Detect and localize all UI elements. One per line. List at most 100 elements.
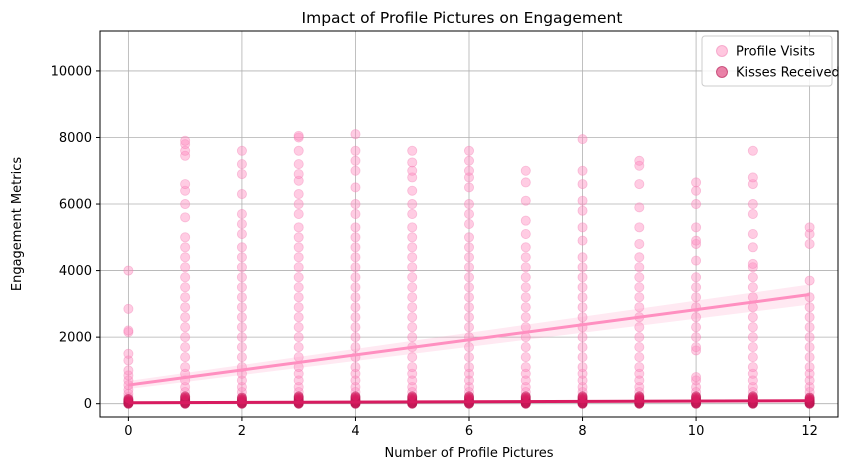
point-kisses-received bbox=[350, 391, 361, 402]
point-profile-visits bbox=[350, 182, 361, 193]
point-profile-visits bbox=[407, 252, 418, 263]
point-profile-visits bbox=[293, 272, 304, 283]
point-kisses-received bbox=[463, 391, 474, 402]
point-profile-visits bbox=[180, 322, 191, 333]
point-profile-visits bbox=[180, 382, 191, 393]
trend-line-kisses-received bbox=[128, 399, 810, 405]
point-profile-visits bbox=[520, 362, 531, 373]
point-profile-visits bbox=[804, 382, 815, 393]
scatter-points bbox=[123, 129, 815, 409]
point-profile-visits bbox=[293, 282, 304, 293]
y-tick-label: 8000 bbox=[59, 131, 92, 146]
point-profile-visits bbox=[293, 302, 304, 313]
legend-label-kisses-received: Kisses Received bbox=[736, 66, 840, 81]
point-profile-visits bbox=[747, 272, 758, 283]
point-profile-visits bbox=[293, 232, 304, 243]
point-profile-visits bbox=[747, 342, 758, 353]
point-profile-visits bbox=[634, 382, 645, 393]
point-profile-visits bbox=[180, 292, 191, 303]
point-profile-visits bbox=[180, 272, 191, 283]
point-profile-visits bbox=[691, 272, 702, 283]
point-profile-visits bbox=[350, 232, 361, 243]
point-profile-visits bbox=[634, 302, 645, 313]
point-profile-visits bbox=[463, 182, 474, 193]
point-profile-visits bbox=[747, 362, 758, 373]
point-profile-visits bbox=[407, 172, 418, 183]
point-profile-visits bbox=[293, 199, 304, 210]
point-profile-visits bbox=[293, 189, 304, 200]
point-profile-visits bbox=[180, 352, 191, 363]
point-profile-visits bbox=[747, 262, 758, 273]
legend-label-profile-visits: Profile Visits bbox=[736, 45, 815, 60]
point-profile-visits bbox=[180, 179, 191, 190]
point-profile-visits bbox=[691, 372, 702, 383]
point-profile-visits bbox=[123, 327, 134, 338]
point-profile-visits bbox=[520, 165, 531, 176]
point-profile-visits bbox=[804, 332, 815, 343]
point-profile-visits bbox=[804, 352, 815, 363]
point-profile-visits bbox=[747, 375, 758, 386]
point-profile-visits bbox=[350, 129, 361, 140]
point-kisses-received bbox=[577, 391, 588, 402]
point-profile-visits bbox=[691, 375, 702, 386]
point-profile-visits bbox=[463, 282, 474, 293]
point-profile-visits bbox=[577, 362, 588, 373]
point-profile-visits bbox=[407, 302, 418, 313]
point-profile-visits bbox=[123, 348, 134, 359]
point-profile-visits bbox=[520, 342, 531, 353]
point-profile-visits bbox=[407, 375, 418, 386]
point-profile-visits bbox=[407, 362, 418, 373]
y-tick-label: 10000 bbox=[51, 64, 92, 79]
point-profile-visits bbox=[804, 238, 815, 249]
point-profile-visits bbox=[463, 165, 474, 176]
point-profile-visits bbox=[123, 303, 134, 314]
point-profile-visits bbox=[350, 312, 361, 323]
point-profile-visits bbox=[407, 157, 418, 168]
point-profile-visits bbox=[747, 242, 758, 253]
point-profile-visits bbox=[747, 322, 758, 333]
point-profile-visits bbox=[463, 172, 474, 183]
point-profile-visits bbox=[236, 228, 247, 239]
point-profile-visits bbox=[407, 322, 418, 333]
point-profile-visits bbox=[350, 209, 361, 220]
point-profile-visits bbox=[293, 252, 304, 263]
point-profile-visits bbox=[350, 382, 361, 393]
x-tick-label: 6 bbox=[465, 424, 473, 439]
point-profile-visits bbox=[634, 375, 645, 386]
y-axis-ticks: 0 2000 4000 6000 8000 10000 bbox=[51, 64, 100, 412]
point-profile-visits bbox=[123, 384, 134, 395]
x-tick-label: 0 bbox=[124, 424, 132, 439]
point-profile-visits bbox=[634, 222, 645, 233]
point-profile-visits bbox=[407, 242, 418, 253]
point-profile-visits bbox=[691, 222, 702, 233]
point-profile-visits bbox=[463, 252, 474, 263]
y-tick-label: 2000 bbox=[59, 331, 92, 346]
point-profile-visits bbox=[577, 195, 588, 206]
point-profile-visits bbox=[236, 209, 247, 220]
x-tick-label: 10 bbox=[688, 424, 705, 439]
point-kisses-received bbox=[520, 391, 531, 402]
point-profile-visits bbox=[350, 368, 361, 379]
point-profile-visits bbox=[293, 130, 304, 141]
point-profile-visits bbox=[350, 375, 361, 386]
point-profile-visits bbox=[804, 222, 815, 233]
point-profile-visits bbox=[350, 292, 361, 303]
point-profile-visits bbox=[293, 169, 304, 180]
x-axis-label: Number of Profile Pictures bbox=[384, 446, 553, 461]
point-profile-visits bbox=[180, 312, 191, 323]
point-profile-visits bbox=[577, 272, 588, 283]
point-kisses-received bbox=[634, 391, 645, 402]
point-profile-visits bbox=[577, 205, 588, 216]
point-profile-visits bbox=[180, 262, 191, 273]
point-profile-visits bbox=[407, 222, 418, 233]
point-profile-visits bbox=[804, 362, 815, 373]
point-profile-visits bbox=[577, 235, 588, 246]
point-profile-visits bbox=[747, 179, 758, 190]
point-profile-visits bbox=[804, 322, 815, 333]
point-profile-visits bbox=[520, 242, 531, 253]
point-profile-visits bbox=[577, 222, 588, 233]
point-profile-visits bbox=[407, 368, 418, 379]
trend-line-profile-visits bbox=[128, 293, 810, 387]
point-profile-visits bbox=[236, 302, 247, 313]
point-profile-visits bbox=[236, 382, 247, 393]
